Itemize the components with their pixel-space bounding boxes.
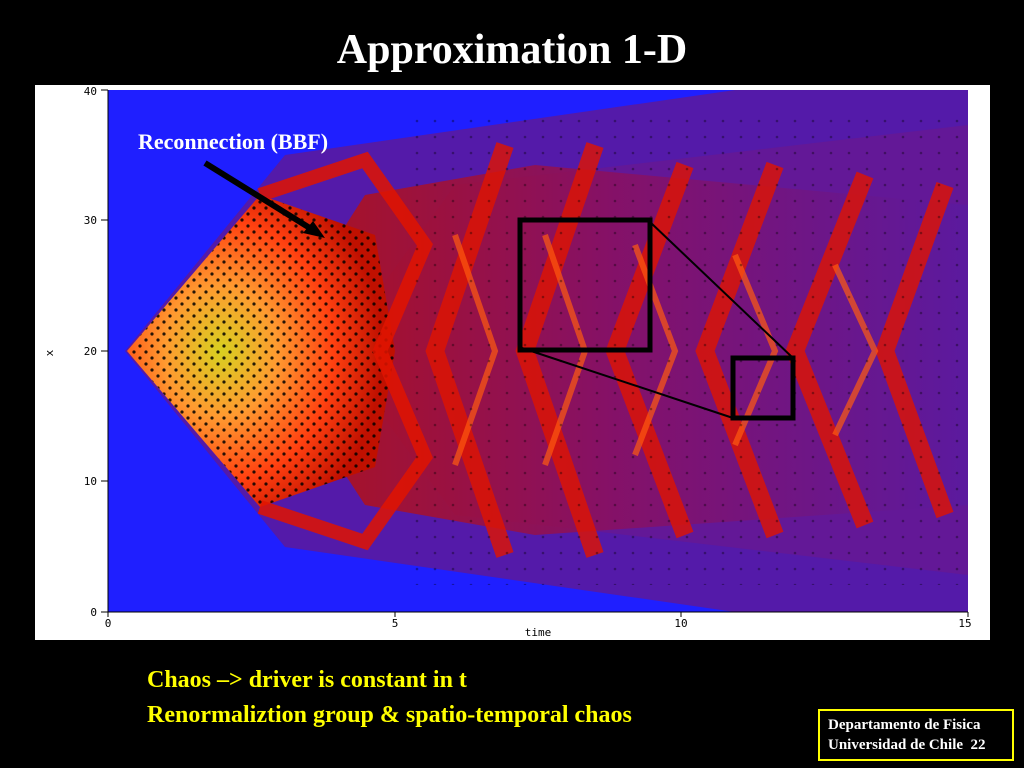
footer-department: Departamento de Fisica (828, 717, 981, 733)
x-tick-label: 15 (958, 617, 971, 630)
y-axis-label: x (43, 349, 56, 356)
callout-label: Reconnection (BBF) (138, 129, 329, 154)
arrow-head-icon (303, 221, 325, 238)
x-tick-label: 0 (105, 617, 112, 630)
footer-university: Universidad de Chile 22 (828, 737, 986, 753)
x-axis-label: time (525, 626, 552, 639)
x-tick-label: 5 (392, 617, 399, 630)
x-tick-label: 10 (674, 617, 687, 630)
callout-arrow (203, 160, 315, 233)
y-tick-label: 0 (90, 606, 97, 619)
y-tick-label: 30 (84, 214, 97, 227)
zoom-connector (521, 347, 734, 419)
caption-line-2: Renormaliztion group & spatio-temporal c… (147, 702, 632, 728)
slide-title: Approximation 1-D (336, 27, 688, 73)
zoom-connector (649, 221, 794, 359)
y-tick-label: 10 (84, 475, 97, 488)
y-tick-label: 20 (84, 345, 97, 358)
y-tick-label: 40 (84, 85, 97, 98)
footer-box: Departamento de Fisica Universidad de Ch… (818, 709, 1014, 761)
zoom-box-small (730, 355, 796, 421)
spatiotemporal-plot: 0 10 20 30 40 x 0 5 10 15 time (35, 85, 990, 640)
zoom-box-large (517, 217, 653, 353)
plot-svg: 0 10 20 30 40 x 0 5 10 15 time (43, 85, 972, 639)
caption-line-1: Chaos –> driver is constant in t (147, 667, 467, 693)
